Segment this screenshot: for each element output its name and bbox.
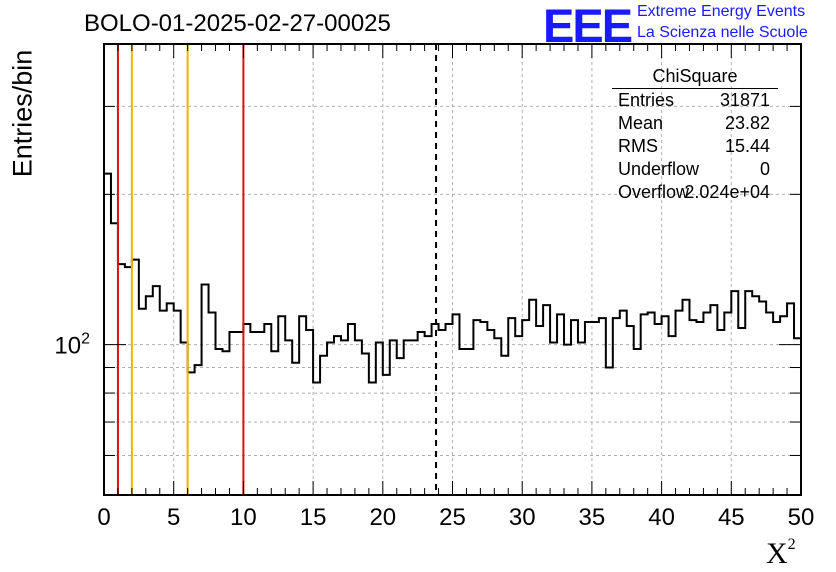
stats-box: ChiSquare Entries 31871 Mean 23.82 RMS 1… [612,66,778,204]
stats-title: ChiSquare [612,66,778,89]
stat-label: Underflow [618,159,700,179]
run-title: BOLO-01-2025-02-27-00025 [84,10,391,37]
x-tick-label: 25 [439,504,466,531]
logo-line-1: Extreme Energy Events [637,3,806,20]
axis-ticks [103,43,802,496]
x-tick-label: 40 [648,504,675,531]
stat-label: RMS [618,136,658,156]
stat-row-overflow: Overflow 2.024e+04 [612,181,778,204]
stat-label: Mean [618,113,664,133]
x-tick-label: 5 [167,504,180,531]
stat-row-rms: RMS 15.44 [612,135,778,158]
stat-value: 31871 [719,90,770,110]
x-axis-label-base: X [766,537,788,570]
y-axis-label: Entries/bin [7,49,38,178]
x-tick-label: 45 [718,504,745,531]
y-tick-label: 102 [54,331,90,360]
stat-value: 2.024e+04 [684,182,770,202]
y-tick-label-exp: 2 [81,331,90,348]
x-tick-label: 20 [369,504,396,531]
x-tick-label: 30 [509,504,536,531]
histogram [104,172,801,384]
x-tick-label: 50 [788,504,815,531]
stat-label: Overflow [618,182,690,202]
logo-line-2: La Scienza nelle Scuole [637,24,808,41]
marker-lines [116,44,438,495]
stat-value: 15.44 [724,136,770,156]
x-tick-label: 35 [579,504,606,531]
stat-row-underflow: Underflow 0 [612,158,778,181]
x-axis-label: X2 [766,536,796,571]
histogram-steps [104,172,801,384]
x-axis-label-sup: 2 [787,536,796,553]
x-tick-label: 0 [97,504,110,531]
eee-logo-icon: EEE [543,0,633,52]
y-tick-label-base: 10 [54,333,81,360]
x-tick-label: 15 [300,504,327,531]
stat-row-entries: Entries 31871 [612,89,778,112]
stat-label: Entries [618,90,675,110]
x-tick-label: 10 [230,504,257,531]
stat-value: 0 [759,159,770,179]
stat-row-mean: Mean 23.82 [612,112,778,135]
stat-value: 23.82 [724,113,770,133]
